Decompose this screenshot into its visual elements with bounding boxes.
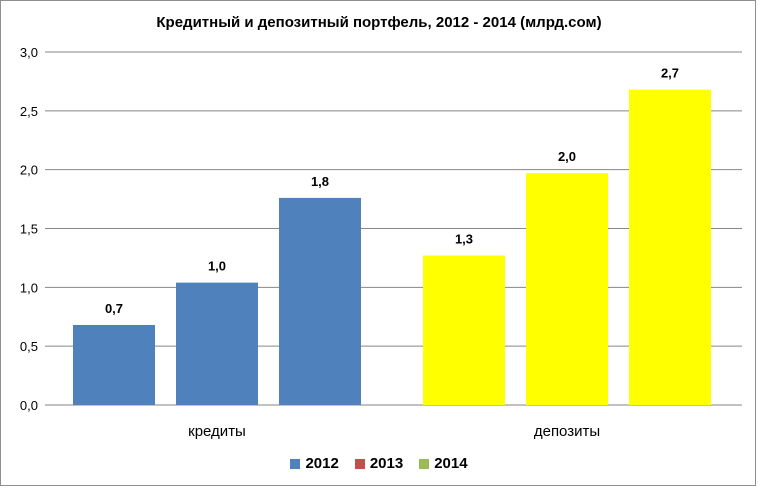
data-label: 0,7	[105, 301, 123, 316]
legend-label-2012: 2012	[305, 455, 339, 472]
legend-swatch-2013	[354, 458, 365, 469]
data-label: 1,0	[208, 259, 226, 274]
x-category-label: кредиты	[188, 423, 246, 440]
y-tick-label: 2,0	[20, 163, 38, 178]
y-tick-label: 2,5	[20, 104, 38, 119]
y-tick-label: 1,0	[20, 280, 38, 295]
y-tick-label: 1,5	[20, 222, 38, 237]
x-category-label: депозиты	[534, 423, 600, 440]
legend-item-2013: 2013	[354, 455, 404, 472]
chart-title: Кредитный и депозитный портфель, 2012 - …	[156, 14, 602, 31]
bar	[526, 173, 608, 405]
legend: 2012 2013 2014	[0, 455, 758, 472]
y-tick-label: 3,0	[20, 45, 38, 60]
bar	[629, 89, 711, 406]
legend-item-2012: 2012	[290, 455, 339, 472]
legend-swatch-2014	[419, 458, 430, 469]
data-label: 2,0	[558, 149, 576, 164]
bar	[176, 282, 258, 405]
legend-item-2014: 2014	[419, 455, 468, 472]
data-label: 2,7	[661, 66, 679, 81]
data-label: 1,3	[455, 232, 473, 247]
data-label: 1,8	[311, 174, 329, 189]
legend-label-2013: 2013	[369, 455, 404, 472]
legend-swatch-2012	[290, 458, 301, 469]
bar	[73, 324, 155, 405]
legend-label-2014: 2014	[434, 455, 468, 472]
bar	[423, 255, 505, 405]
y-tick-label: 0,5	[20, 339, 38, 354]
y-tick-label: 0,0	[20, 398, 38, 413]
bar	[279, 197, 361, 405]
